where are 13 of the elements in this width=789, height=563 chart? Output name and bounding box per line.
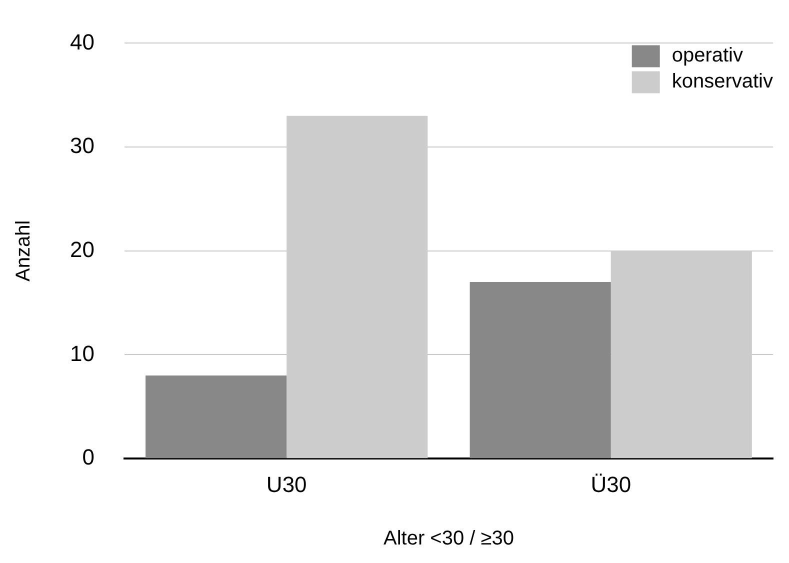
bar — [470, 282, 611, 458]
x-tick-label: U30 — [266, 472, 307, 497]
legend-label: operativ — [672, 44, 744, 67]
y-tick-label: 20 — [70, 236, 94, 262]
x-tick-label: Ü30 — [590, 472, 632, 497]
y-tick-label: 0 — [82, 444, 94, 470]
y-tick-label: 10 — [70, 340, 94, 366]
x-axis-title: Alter <30 / ≥30 — [383, 528, 514, 550]
y-tick-label: 40 — [70, 29, 94, 54]
y-axis-title: Anzahl — [12, 220, 35, 282]
bar — [146, 376, 287, 458]
y-tick-label: 30 — [70, 133, 94, 158]
legend-label: konservativ — [672, 70, 774, 93]
